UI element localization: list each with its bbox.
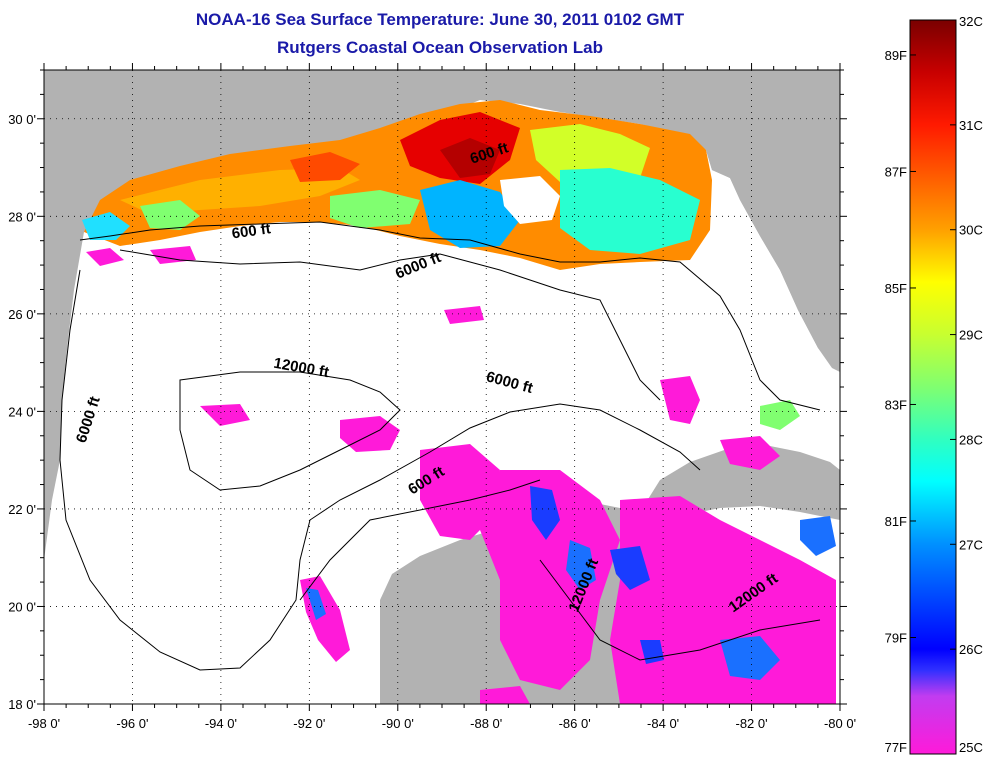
cuba-land [640, 446, 840, 520]
lon-tick-label: -80 0' [824, 716, 856, 731]
lat-tick-label: 20 0' [8, 599, 36, 614]
lat-tick-label: 18 0' [8, 697, 36, 712]
colorbar-fahrenheit-labels: 77F 79F 81F 83F 85F 87F 89F [885, 48, 907, 755]
lat-tick-label: 26 0' [8, 307, 36, 322]
colorbar-celsius-label: 27C [959, 537, 983, 552]
bathymetry-contours [59, 221, 821, 671]
contour-label: 600 ft [231, 220, 272, 242]
contour-12000ft [179, 371, 401, 491]
colorbar-celsius-label: 26C [959, 642, 983, 657]
colorbar-fahrenheit-label: 89F [885, 48, 907, 63]
colorbar-celsius-label: 32C [959, 14, 983, 29]
contour-6000ft [59, 269, 701, 671]
lon-tick-label: -94 0' [205, 716, 237, 731]
colorbar-fahrenheit-label: 81F [885, 514, 907, 529]
lon-tick-label: -90 0' [382, 716, 414, 731]
contour-12000ft-caribbean [539, 559, 821, 661]
lat-tick-label: 24 0' [8, 404, 36, 419]
lat-tick-label: 28 0' [8, 209, 36, 224]
map-gridlines [44, 70, 840, 704]
sst-southern-patches [200, 306, 836, 704]
lon-tick-label: -86 0' [559, 716, 591, 731]
colorbar-celsius-label: 29C [959, 328, 983, 343]
lon-tick-label: -88 0' [470, 716, 502, 731]
map-subtitle: Rutgers Coastal Ocean Observation Lab [277, 38, 603, 57]
lon-tick-label: -82 0' [735, 716, 767, 731]
longitude-tick-labels: -98 0' -96 0' -94 0' -92 0' -90 0' -88 0' -86 … [28, 716, 856, 731]
lon-tick-label: -92 0' [293, 716, 325, 731]
colorbar-fahrenheit-label: 85F [885, 281, 907, 296]
colorbar-ticks [910, 19, 956, 755]
colorbar-celsius-label: 28C [959, 432, 983, 447]
contour-600ft-yucatan [299, 479, 541, 601]
colorbar [909, 19, 957, 755]
lat-tick-label: 22 0' [8, 502, 36, 517]
lon-tick-label: -98 0' [28, 716, 60, 731]
latitude-tick-labels: 18 0' 20 0' 22 0' 24 0' 26 0' 28 0' 30 0' [8, 112, 36, 712]
lon-tick-label: -96 0' [116, 716, 148, 731]
colorbar-fahrenheit-label: 87F [885, 164, 907, 179]
contour-6000ft-north [119, 249, 661, 401]
lon-tick-label: -84 0' [647, 716, 679, 731]
colorbar-fahrenheit-label: 77F [885, 740, 907, 755]
colorbar-celsius-labels: 25C 26C 27C 28C 29C 30C 31C 32C [959, 14, 983, 755]
colorbar-celsius-label: 30C [959, 223, 983, 238]
map-title: NOAA-16 Sea Surface Temperature: June 30… [195, 10, 685, 29]
florida-land [706, 150, 840, 372]
colorbar-celsius-label: 31C [959, 118, 983, 133]
colorbar-celsius-label: 25C [959, 740, 983, 755]
contour-600ft-north [79, 221, 821, 411]
map-axis-ticks [37, 63, 847, 711]
lat-tick-label: 30 0' [8, 112, 36, 127]
colorbar-fahrenheit-label: 79F [885, 630, 907, 645]
colorbar-fahrenheit-label: 83F [885, 397, 907, 412]
